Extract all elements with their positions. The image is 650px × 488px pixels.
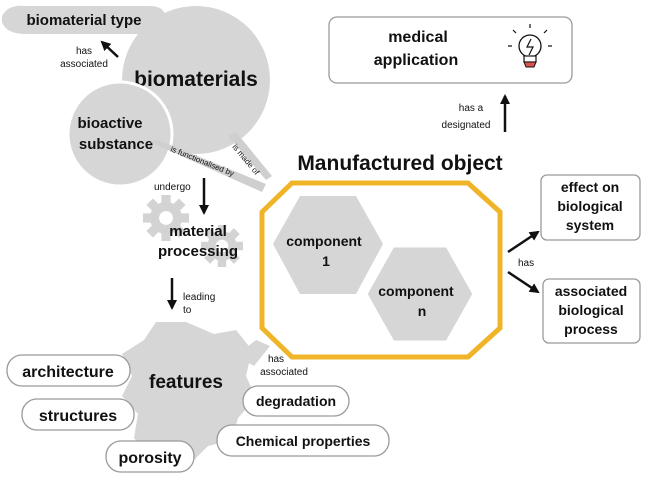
effect-line3: system — [566, 217, 614, 233]
effect-line2: biological — [557, 198, 622, 214]
features-label: features — [149, 372, 223, 393]
is-functionalised-connector — [150, 140, 266, 192]
component-n-line1: component — [378, 283, 454, 299]
chemical-properties-label: Chemical properties — [236, 433, 371, 449]
has-associated-top-line1: has — [76, 46, 92, 57]
associated-process-line1: associated — [555, 283, 627, 299]
is-made-of-connector — [228, 132, 272, 180]
architecture-label: architecture — [22, 364, 114, 381]
features-connector — [236, 340, 270, 366]
component-1-hexagon — [273, 196, 383, 294]
associated-process-line2: biological — [558, 302, 623, 318]
undergo-label: undergo — [154, 182, 191, 193]
has-a-designated-line1: has a — [459, 103, 484, 114]
structures-pill — [21, 398, 135, 431]
medical-application-line2: application — [374, 52, 458, 69]
component-n-hexagon — [364, 244, 476, 344]
medical-application-line1: medical — [388, 29, 448, 46]
chemical-properties-pill — [216, 424, 390, 457]
has-associated-bottom-line2: associated — [260, 367, 308, 378]
associated-process-box — [542, 278, 641, 344]
material-processing-line1: material — [169, 223, 227, 240]
component-1-line1: component — [286, 233, 362, 249]
bioactive-label-line2: substance — [79, 136, 153, 153]
component-n-line2: n — [418, 303, 427, 319]
features-bubble — [122, 322, 256, 462]
associated-process-line3: process — [564, 321, 618, 337]
bioactive-substance-bubble — [66, 80, 174, 188]
effect-box — [540, 174, 641, 241]
biomaterials-label: biomaterials — [134, 68, 258, 91]
has-associated-bottom-line1: has — [268, 354, 284, 365]
has-associated-top-line2: associated — [60, 59, 108, 70]
degradation-label: degradation — [256, 393, 336, 409]
leading-to-line1: leading — [183, 292, 215, 303]
biomaterial-type-label: biomaterial type — [26, 12, 141, 29]
has-a-designated-line2: designated — [442, 120, 491, 131]
porosity-label: porosity — [118, 450, 181, 467]
architecture-pill — [6, 354, 131, 387]
has-effect-arrow — [507, 230, 540, 254]
medical-application-box — [328, 16, 573, 84]
leading-to-line2: to — [183, 305, 192, 316]
manufactured-object-title: Manufactured object — [297, 152, 502, 175]
bioactive-label-line1: bioactive — [77, 115, 142, 132]
lightbulb-icon — [508, 24, 552, 68]
has-associated-arrow — [100, 40, 119, 58]
effect-line1: effect on — [561, 179, 619, 195]
structures-label: structures — [39, 408, 117, 425]
has-process-arrow — [507, 270, 540, 294]
material-processing-line2: processing — [158, 243, 238, 260]
porosity-pill — [105, 440, 195, 473]
biomaterial-type-bubble — [2, 5, 166, 34]
degradation-pill — [242, 385, 350, 417]
component-1-line2: 1 — [322, 253, 330, 269]
has-effect-label: has — [518, 258, 534, 269]
